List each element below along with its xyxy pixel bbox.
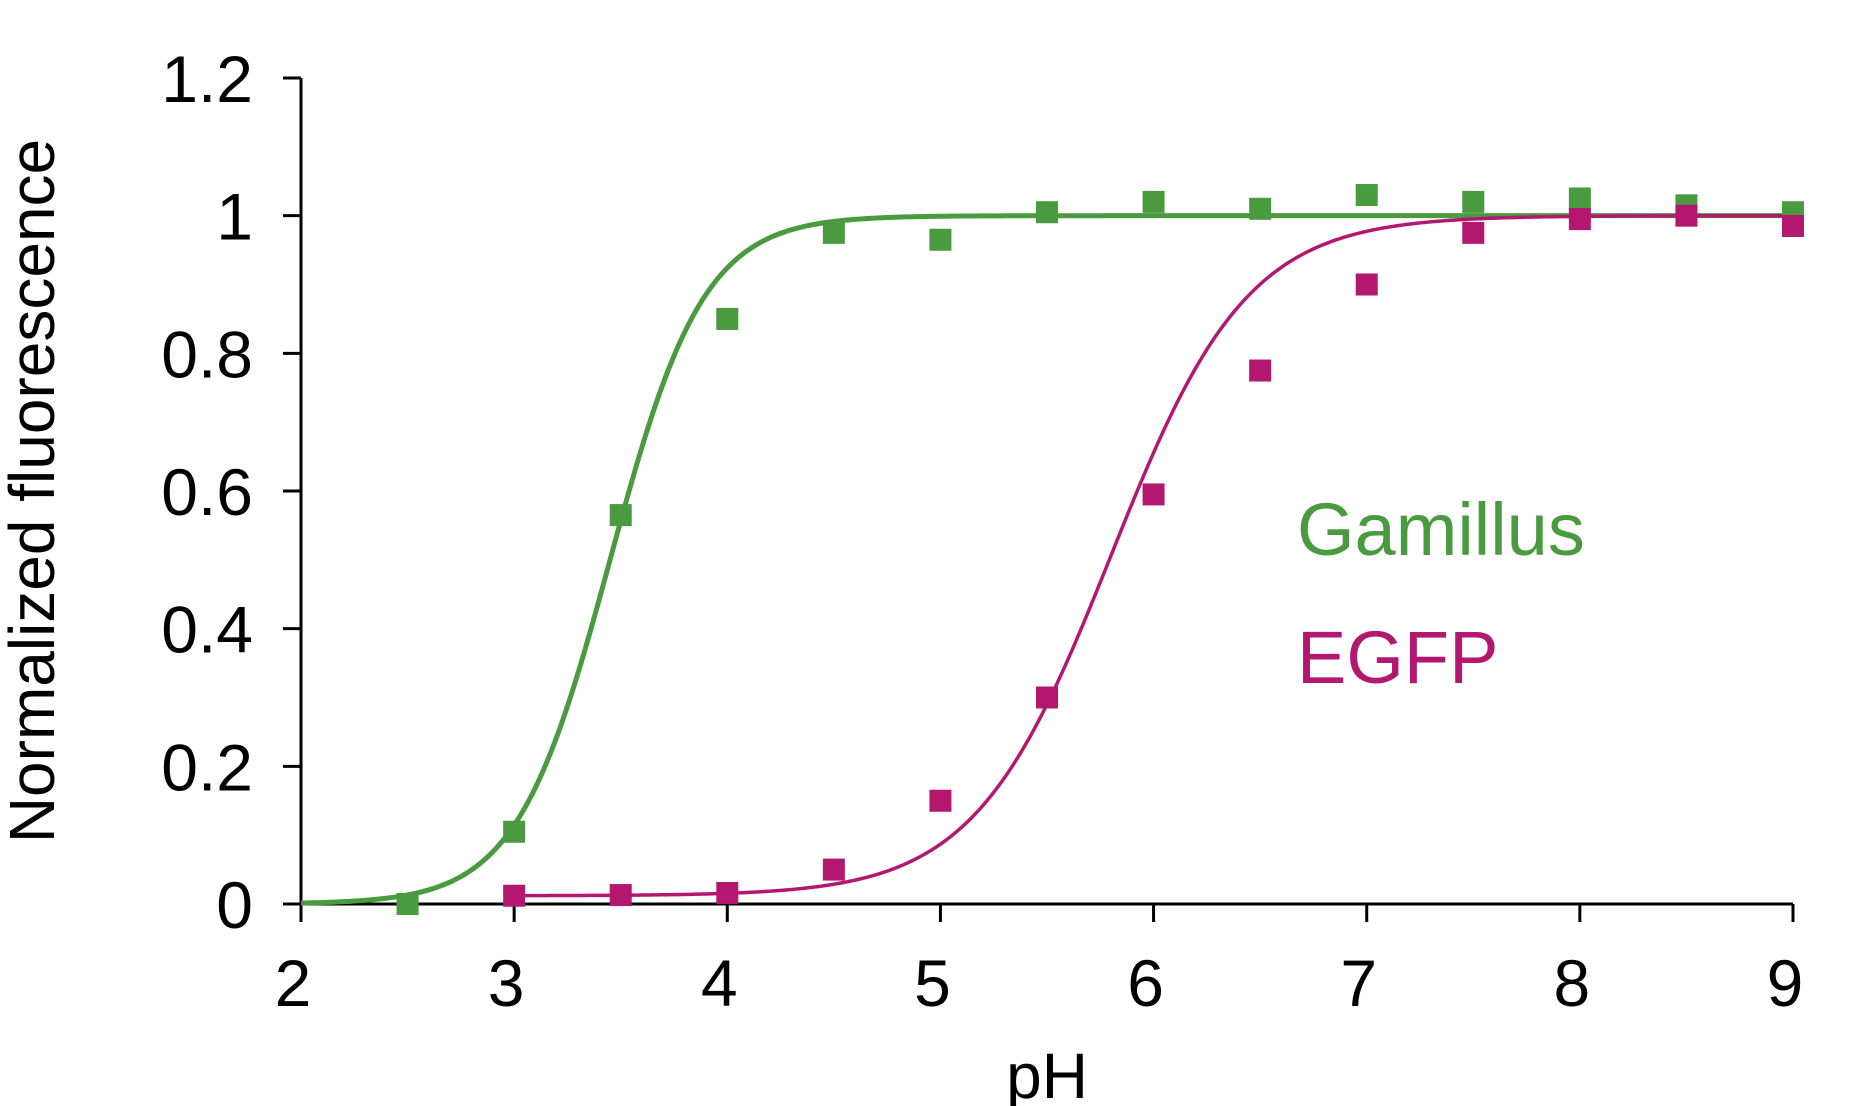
point-gamillus	[396, 893, 419, 915]
x-tick-label: 6	[1127, 946, 1164, 1020]
y-tick-label: 0.4	[161, 593, 253, 667]
y-tick-label: 1	[216, 180, 253, 254]
point-gamillus	[1355, 184, 1378, 207]
point-egfp	[1036, 686, 1058, 709]
point-gamillus	[822, 221, 845, 244]
x-ticks: 2 3 4 5 6 7 8 9	[275, 904, 1804, 1020]
point-gamillus	[503, 820, 526, 843]
fit-curve-egfp	[514, 213, 1793, 898]
y-tick-label: 1.2	[161, 42, 253, 116]
y-tick-label: 0	[216, 868, 253, 942]
x-tick-label: 8	[1553, 946, 1590, 1020]
point-gamillus	[1568, 187, 1591, 210]
point-egfp	[1249, 359, 1272, 382]
point-egfp	[1462, 221, 1485, 244]
point-egfp	[929, 789, 952, 812]
x-tick-label: 5	[914, 946, 951, 1020]
point-egfp	[503, 884, 526, 907]
point-gamillus	[1142, 190, 1165, 213]
point-gamillus	[929, 228, 952, 251]
point-gamillus	[1249, 197, 1272, 220]
point-egfp	[716, 881, 739, 904]
point-gamillus	[716, 307, 739, 330]
x-tick-label: 4	[701, 946, 738, 1020]
point-egfp	[1675, 204, 1698, 227]
legend-label-egfp: EGFP	[1297, 616, 1498, 699]
point-gamillus	[1462, 190, 1485, 213]
point-egfp	[1568, 208, 1591, 231]
point-egfp	[1355, 273, 1378, 296]
y-ticks: 0 0.2 0.4 0.6 0.8 1 1.2	[161, 42, 301, 942]
x-tick-label: 9	[1767, 946, 1804, 1020]
data-points	[396, 184, 1804, 915]
x-tick-label: 7	[1340, 946, 1377, 1020]
x-axis-title: pH	[1006, 1040, 1088, 1106]
point-egfp	[822, 858, 845, 881]
point-egfp	[1142, 483, 1165, 506]
point-egfp	[609, 884, 632, 907]
x-tick-label: 3	[488, 946, 525, 1020]
y-axis-title: Normalized fluorescence	[0, 139, 68, 843]
y-tick-label: 0.6	[161, 455, 253, 529]
point-egfp	[1782, 214, 1804, 237]
legend-label-gamillus: Gamillus	[1297, 488, 1585, 571]
x-tick-label: 2	[275, 946, 312, 1020]
y-tick-label: 0.8	[161, 317, 253, 391]
point-gamillus	[1036, 201, 1058, 224]
y-tick-label: 0.2	[161, 730, 253, 804]
point-gamillus	[609, 504, 632, 527]
